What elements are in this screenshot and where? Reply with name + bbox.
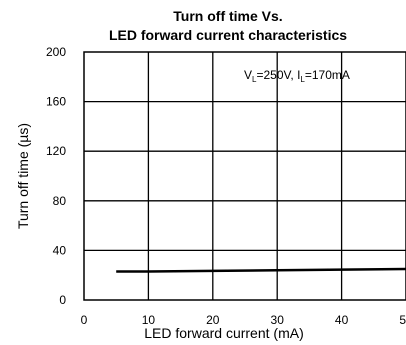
series-layer	[116, 267, 406, 273]
y-tick-label: 40	[53, 243, 67, 257]
y-tick-label: 80	[53, 194, 67, 208]
x-tick-label: 0	[81, 313, 88, 327]
y-tick-label: 120	[46, 144, 66, 158]
series-line-0	[116, 267, 406, 273]
il-symbol: I	[297, 68, 300, 82]
il-subscript: L	[300, 75, 305, 84]
plot-frame	[83, 51, 406, 301]
x-axis-label: LED forward current (mA)	[144, 325, 303, 341]
y-axis-label: Turn off time (µs)	[15, 123, 31, 229]
vl-value: =250V,	[256, 68, 297, 82]
grid	[84, 52, 406, 300]
vl-subscript: L	[252, 75, 257, 84]
x-tick-label: 20	[206, 313, 220, 327]
x-tick-label: 50	[399, 313, 406, 327]
y-tick-label: 0	[59, 293, 66, 307]
chart-title-line2: LED forward current characteristics	[109, 27, 347, 43]
conditions-annotation: VL=250V, IL=170mA	[244, 68, 350, 84]
y-tick-label: 200	[46, 45, 66, 59]
il-value: =170mA	[305, 68, 350, 82]
x-tick-label: 10	[142, 313, 156, 327]
x-tick-label: 30	[271, 313, 285, 327]
chart-title-line1: Turn off time Vs.	[173, 8, 282, 24]
tick-labels: 0 10 20 30 40 50 0 40 80 120 160 200	[46, 45, 406, 327]
y-tick-label: 160	[46, 95, 66, 109]
vl-symbol: V	[244, 68, 252, 82]
x-tick-label: 40	[335, 313, 349, 327]
